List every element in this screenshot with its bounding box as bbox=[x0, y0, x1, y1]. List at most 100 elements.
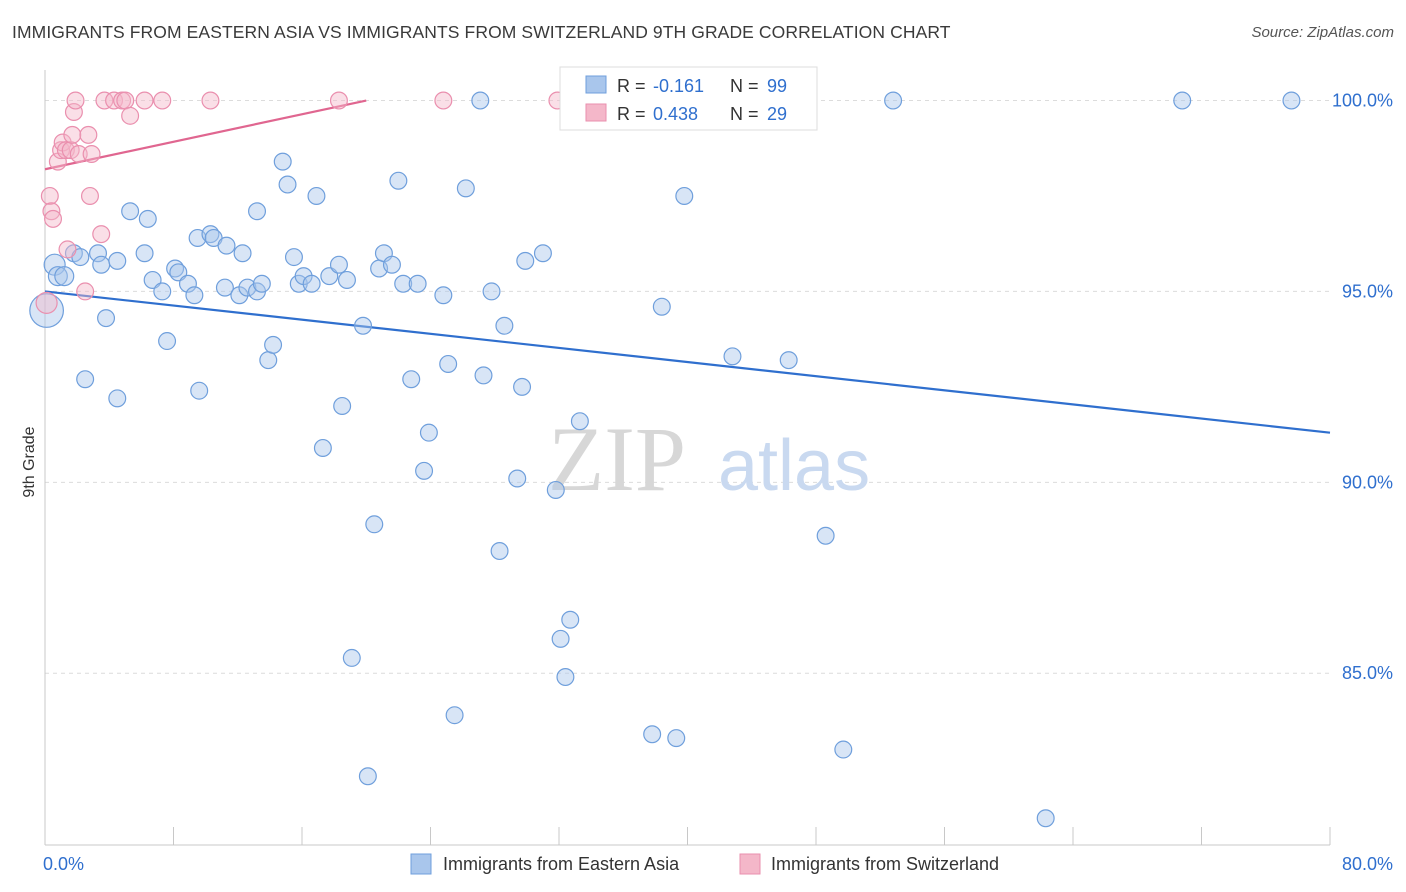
point-switzerland bbox=[40, 186, 59, 205]
axes bbox=[44, 70, 1331, 846]
point-eastern-asia bbox=[47, 266, 68, 287]
point-eastern-asia bbox=[108, 389, 127, 408]
point-eastern-asia bbox=[76, 370, 95, 389]
point-switzerland bbox=[201, 91, 220, 110]
point-switzerland bbox=[64, 102, 83, 121]
stats-r-value-pink: 0.438 bbox=[653, 104, 698, 124]
point-eastern-asia bbox=[675, 186, 694, 205]
point-eastern-asia bbox=[408, 274, 427, 293]
trend-lines bbox=[44, 99, 1331, 434]
point-eastern-asia bbox=[233, 244, 252, 263]
x-tick-labels: 0.0% 80.0% bbox=[43, 854, 1393, 874]
point-switzerland bbox=[116, 91, 135, 110]
point-eastern-asia bbox=[513, 377, 532, 396]
chart-title: IMMIGRANTS FROM EASTERN ASIA VS IMMIGRAN… bbox=[12, 22, 951, 42]
point-eastern-asia bbox=[389, 171, 408, 190]
point-eastern-asia bbox=[108, 251, 127, 270]
data-points bbox=[29, 91, 1301, 828]
point-switzerland bbox=[66, 91, 85, 110]
legend: Immigrants from Eastern Asia Immigrants … bbox=[410, 853, 999, 875]
point-eastern-asia bbox=[92, 255, 111, 274]
y-tick-labels: 85.0% 90.0% 95.0% 100.0% bbox=[1332, 91, 1393, 684]
point-eastern-asia bbox=[307, 186, 326, 205]
point-eastern-asia bbox=[54, 266, 75, 287]
point-eastern-asia bbox=[190, 381, 209, 400]
legend-swatch-blue bbox=[410, 853, 432, 875]
point-eastern-asia bbox=[490, 542, 509, 561]
point-eastern-asia bbox=[508, 469, 527, 488]
point-eastern-asia bbox=[264, 335, 283, 354]
point-eastern-asia bbox=[419, 423, 438, 442]
gridlines bbox=[45, 100, 1330, 674]
y-tick-label: 85.0% bbox=[1342, 663, 1393, 683]
point-eastern-asia bbox=[546, 480, 565, 499]
x-tick-label: 0.0% bbox=[43, 854, 84, 874]
point-eastern-asia bbox=[382, 255, 401, 274]
point-eastern-asia bbox=[158, 332, 177, 351]
point-eastern-asia bbox=[667, 729, 686, 748]
watermark: ZIP atlas bbox=[548, 408, 870, 510]
point-switzerland bbox=[79, 125, 98, 144]
point-eastern-asia bbox=[1173, 91, 1192, 110]
legend-label-blue: Immigrants from Eastern Asia bbox=[443, 854, 680, 874]
point-eastern-asia bbox=[273, 152, 292, 171]
point-eastern-asia bbox=[402, 370, 421, 389]
point-eastern-asia bbox=[816, 526, 835, 545]
stats-r-label-blue: R = bbox=[617, 76, 651, 96]
point-eastern-asia bbox=[248, 202, 267, 221]
point-eastern-asia bbox=[320, 267, 339, 286]
point-eastern-asia bbox=[474, 366, 493, 385]
point-eastern-asia bbox=[259, 351, 278, 370]
point-eastern-asia bbox=[97, 309, 116, 328]
point-eastern-asia bbox=[884, 91, 903, 110]
point-eastern-asia bbox=[834, 740, 853, 759]
y-tick-label: 100.0% bbox=[1332, 91, 1393, 111]
point-switzerland bbox=[80, 186, 99, 205]
legend-swatch-pink bbox=[739, 853, 761, 875]
point-eastern-asia bbox=[456, 179, 475, 198]
stats-n-value-blue: 99 bbox=[767, 76, 787, 96]
point-eastern-asia bbox=[723, 347, 742, 366]
point-eastern-asia bbox=[643, 725, 662, 744]
source-credit: Source: ZipAtlas.com bbox=[1251, 24, 1394, 41]
point-switzerland bbox=[434, 91, 453, 110]
point-eastern-asia bbox=[779, 351, 798, 370]
point-switzerland bbox=[153, 91, 172, 110]
point-switzerland bbox=[35, 291, 58, 314]
point-eastern-asia bbox=[439, 354, 458, 373]
point-eastern-asia bbox=[284, 248, 303, 267]
point-eastern-asia bbox=[29, 293, 65, 328]
point-eastern-asia bbox=[570, 412, 589, 431]
point-eastern-asia bbox=[561, 610, 580, 629]
x-tick-label: 80.0% bbox=[1342, 854, 1393, 874]
point-eastern-asia bbox=[329, 255, 348, 274]
point-eastern-asia bbox=[556, 668, 575, 687]
point-eastern-asia bbox=[1282, 91, 1301, 110]
point-eastern-asia bbox=[252, 274, 271, 293]
point-eastern-asia bbox=[178, 274, 197, 293]
point-eastern-asia bbox=[471, 91, 490, 110]
point-switzerland bbox=[63, 125, 82, 144]
point-eastern-asia bbox=[278, 175, 297, 194]
point-eastern-asia bbox=[217, 236, 236, 255]
point-switzerland bbox=[42, 202, 61, 221]
point-switzerland bbox=[44, 209, 63, 228]
point-eastern-asia bbox=[394, 274, 413, 293]
point-eastern-asia bbox=[89, 244, 108, 263]
point-switzerland bbox=[329, 91, 348, 110]
point-eastern-asia bbox=[354, 316, 373, 335]
point-eastern-asia bbox=[1036, 809, 1055, 828]
point-eastern-asia bbox=[434, 286, 453, 305]
point-eastern-asia bbox=[342, 648, 361, 667]
stats-n-value-pink: 29 bbox=[767, 104, 787, 124]
stats-swatch-pink bbox=[585, 103, 607, 122]
point-eastern-asia bbox=[313, 438, 332, 457]
point-eastern-asia bbox=[135, 244, 154, 263]
stats-box: R = -0.161 N = 99 R = 0.438 N = 29 bbox=[559, 66, 818, 131]
point-switzerland bbox=[92, 225, 111, 244]
point-eastern-asia bbox=[215, 278, 234, 297]
point-switzerland bbox=[52, 141, 71, 160]
watermark-atlas: atlas bbox=[718, 426, 870, 506]
point-switzerland bbox=[121, 106, 140, 125]
